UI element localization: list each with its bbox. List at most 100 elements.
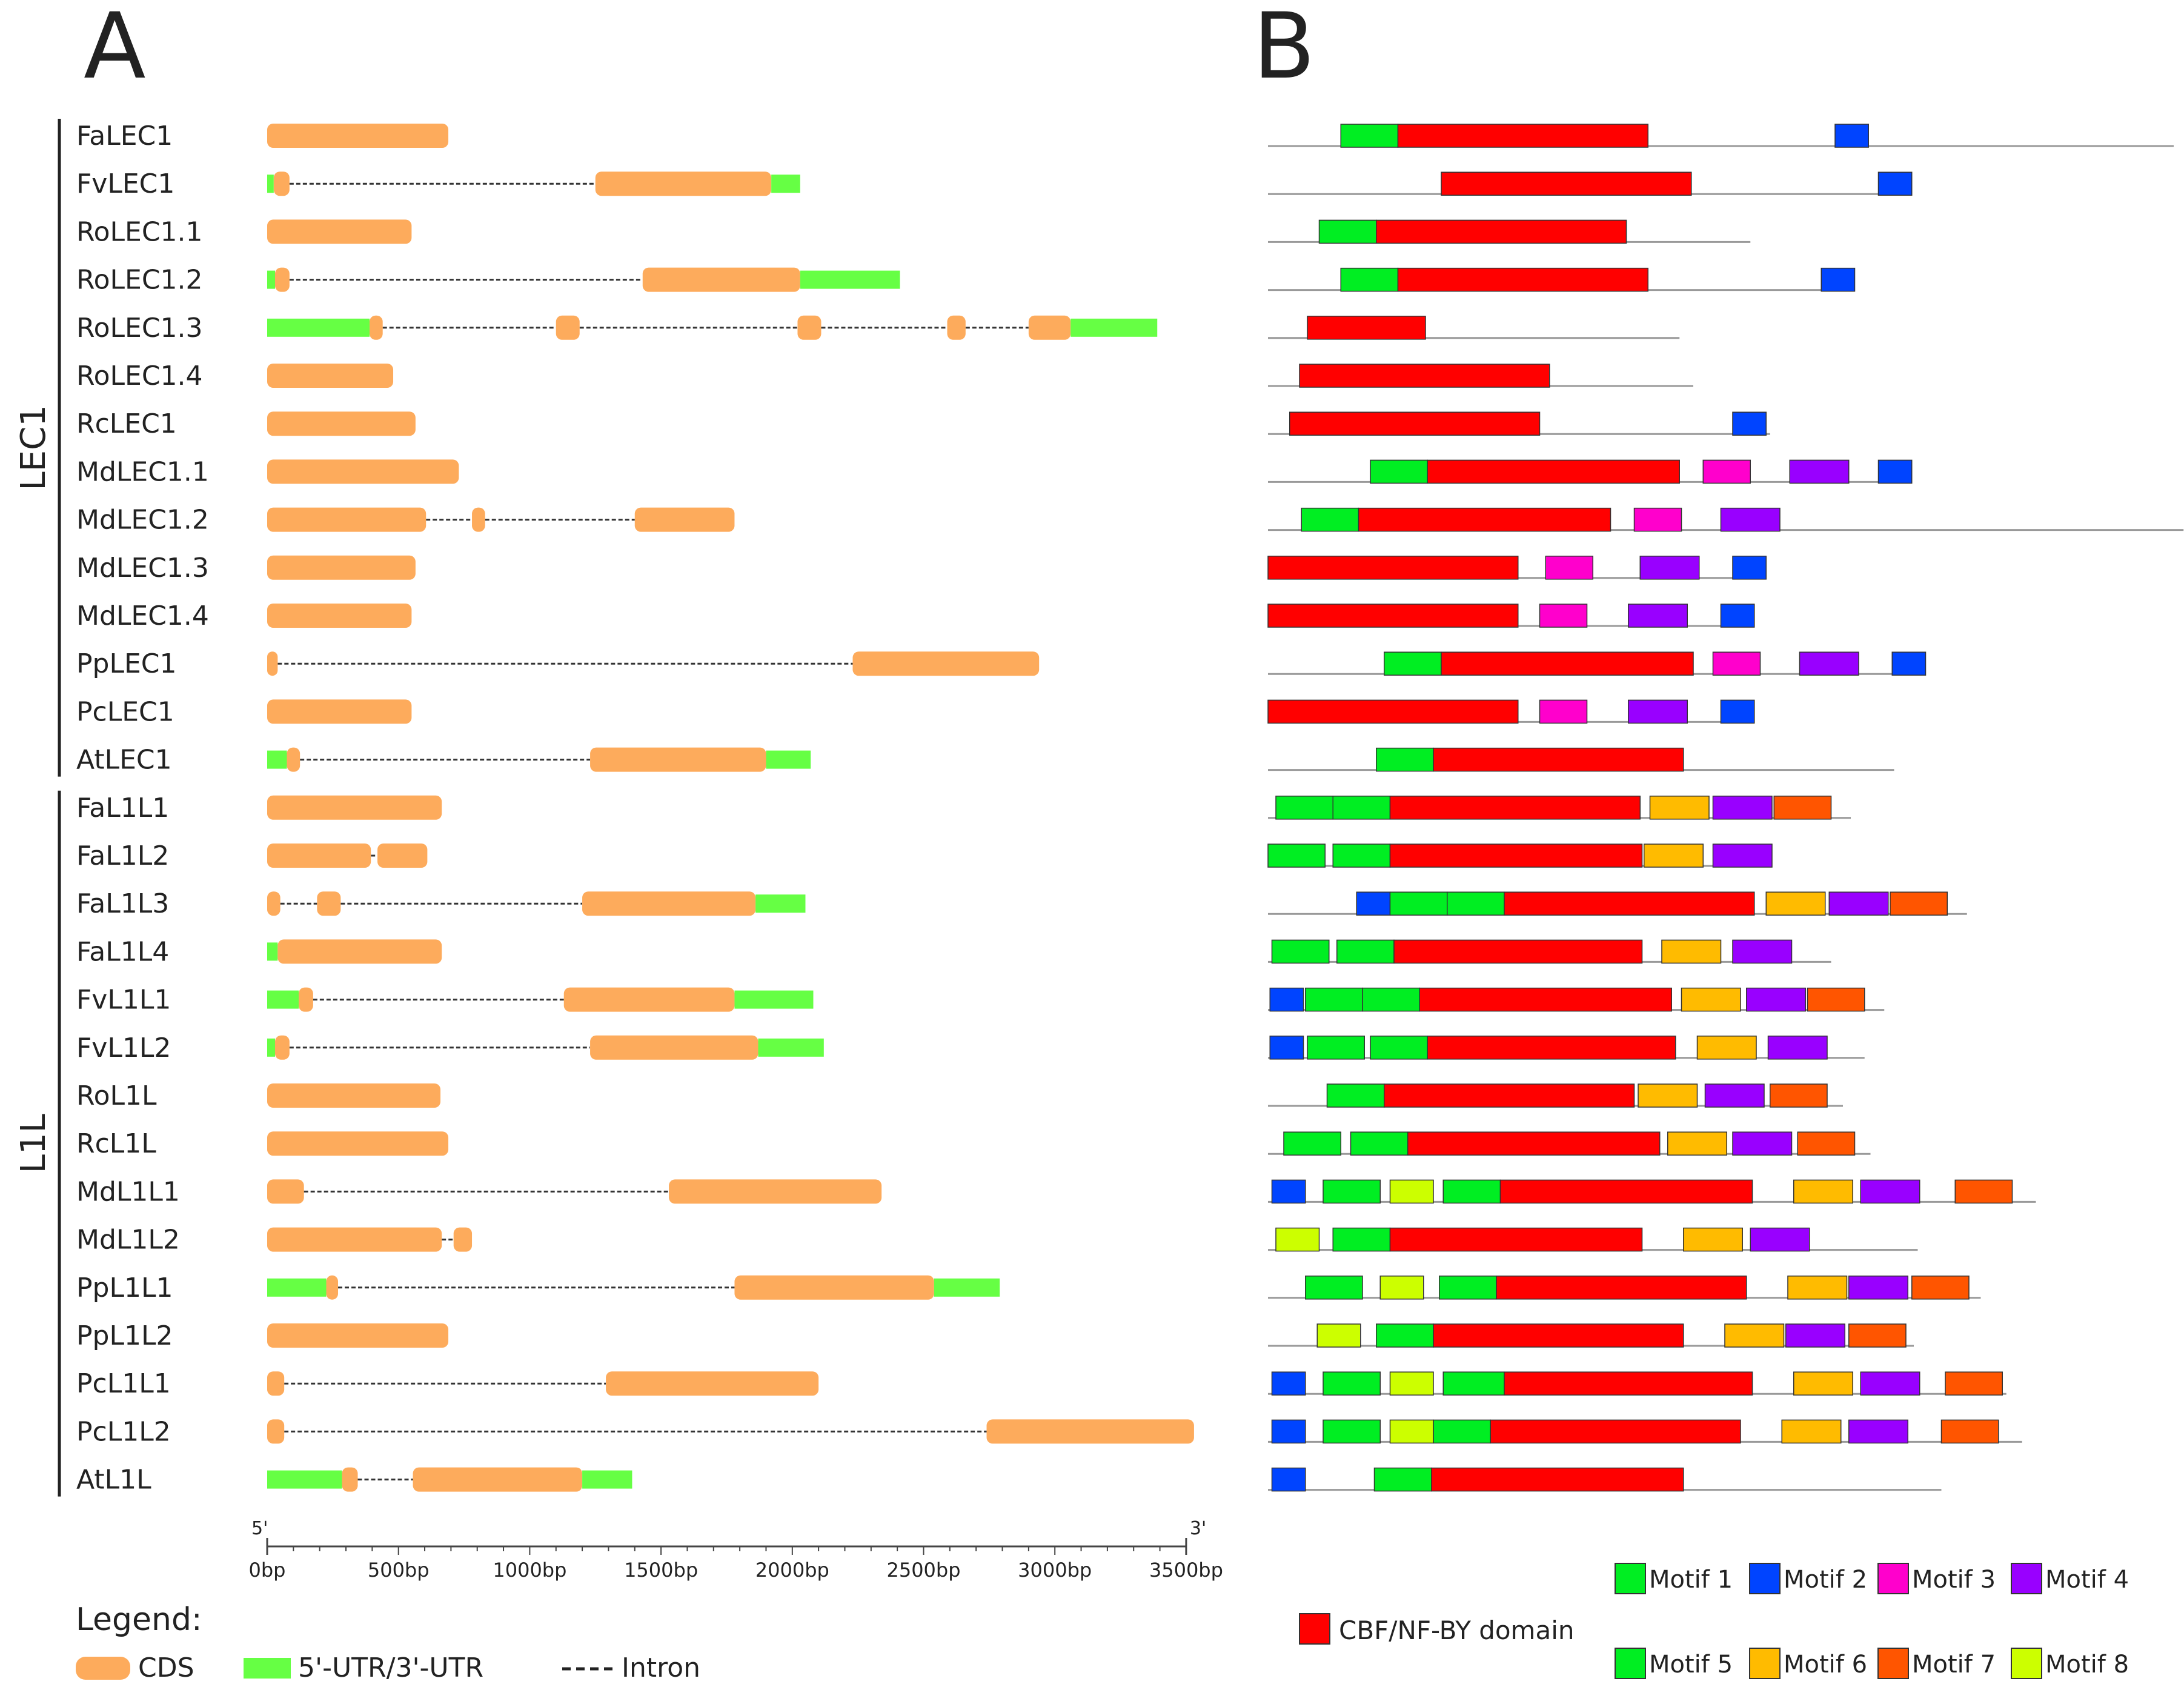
motif3-block — [1539, 699, 1588, 724]
motif8-block — [1379, 1276, 1424, 1300]
gene-track — [267, 267, 900, 292]
motif6-block — [1661, 939, 1722, 964]
cds-segment — [986, 1419, 1194, 1444]
utr-segment — [771, 175, 800, 193]
motif1-block — [1384, 651, 1442, 676]
motif1-block — [1323, 1179, 1381, 1204]
motif6-block — [1765, 891, 1826, 916]
motif1-block — [1267, 844, 1326, 868]
protein-track — [1268, 1419, 2022, 1444]
motif6-block — [1793, 1179, 1853, 1204]
motif6-block — [1683, 1227, 1743, 1252]
legend-domain-swatch — [1299, 1613, 1330, 1645]
gene-track — [267, 507, 735, 532]
cds-segment — [299, 987, 313, 1012]
motif1-block — [1323, 1419, 1381, 1444]
motif6-block — [1638, 1083, 1698, 1108]
gene-track — [267, 555, 416, 580]
cbf-domain-block — [1307, 316, 1426, 340]
protein-track — [1268, 1467, 1942, 1492]
cbf-domain-block — [1427, 1036, 1676, 1060]
legend-domain-label: CBF/NF-BY domain — [1339, 1615, 1575, 1645]
motif2-block — [1269, 987, 1304, 1012]
legend-utr-label: 5'-UTR/3'-UTR — [298, 1652, 483, 1683]
motif2-block — [1271, 1467, 1306, 1492]
axis-tick-label: 2000bp — [755, 1559, 829, 1582]
motif7-block — [1848, 1323, 1907, 1348]
motif1-block — [1318, 219, 1377, 244]
motif2-block — [1732, 556, 1767, 580]
utr-segment — [755, 894, 806, 913]
motif5-block — [1442, 1179, 1501, 1204]
motif2-block — [1877, 459, 1913, 484]
cds-segment — [556, 315, 580, 340]
cbf-domain-block — [1267, 556, 1519, 580]
protein-track — [1267, 844, 1773, 868]
legend-a: Legend: CDS 5'-UTR/3'-UTR Intron — [76, 1602, 700, 1683]
motif7-block — [1770, 1083, 1828, 1108]
cds-segment — [563, 987, 735, 1012]
gene-name: RoLEC1.1 — [76, 216, 203, 247]
gene-name: PcL1L2 — [76, 1416, 171, 1447]
cds-segment — [267, 364, 394, 388]
cds-segment — [275, 267, 290, 292]
gene-track — [267, 939, 442, 964]
legend-motif4-label: Motif 4 — [2045, 1566, 2129, 1594]
motif1-block — [1305, 1276, 1363, 1300]
gene-track — [267, 604, 412, 628]
cbf-domain-block — [1433, 1323, 1684, 1348]
motif3-block — [1702, 459, 1751, 484]
motif8-block — [1389, 1371, 1434, 1396]
cds-segment — [267, 1227, 442, 1252]
cbf-domain-block — [1376, 219, 1627, 244]
utr-segment — [267, 1038, 276, 1057]
motif2-block — [1271, 1371, 1306, 1396]
motif5-block — [1362, 987, 1420, 1012]
motif8-block — [1389, 1419, 1434, 1444]
cds-segment — [275, 1035, 290, 1060]
protein-track — [1268, 796, 1851, 820]
axis-tick-label: 3000bp — [1018, 1559, 1092, 1582]
protein-track — [1267, 699, 1755, 724]
gene-name: FaL1L2 — [76, 840, 169, 871]
legend-cds-swatch — [76, 1657, 130, 1680]
cds-segment — [453, 1227, 473, 1252]
utr-segment — [267, 270, 276, 289]
cbf-domain-block — [1267, 699, 1519, 724]
protein-track — [1268, 219, 1751, 244]
cds-segment — [669, 1179, 882, 1204]
protein-track — [1268, 1276, 1981, 1300]
protein-track — [1268, 1131, 1871, 1156]
gene-track — [267, 795, 442, 820]
legend-motif2-label: Motif 2 — [1784, 1566, 1867, 1594]
axis-tick-label: 1500bp — [624, 1559, 698, 1582]
utr-segment — [934, 1278, 1000, 1297]
cds-segment — [413, 1467, 583, 1492]
gene-track — [267, 1275, 1000, 1300]
legend-utr-swatch — [244, 1658, 291, 1679]
protein-track — [1268, 171, 1913, 196]
cds-segment — [267, 795, 442, 820]
cbf-domain-block — [1431, 1467, 1684, 1492]
legend-b: CBF/NF-BY domain Motif 1 Motif 2 Motif 3 Mo… — [1299, 1563, 2129, 1679]
motif4-block — [1712, 844, 1773, 868]
cds-segment — [582, 891, 756, 916]
cbf-domain-block — [1441, 171, 1692, 196]
motif5-block — [1336, 939, 1395, 964]
cds-segment — [590, 747, 766, 772]
motif6-block — [1724, 1323, 1785, 1348]
panel-b-label: B — [1253, 0, 1315, 99]
gene-track — [267, 1083, 441, 1108]
cds-segment — [590, 1035, 758, 1060]
cbf-domain-block — [1397, 267, 1648, 292]
motif7-block — [1940, 1419, 1999, 1444]
group-label-l1l: L1L — [14, 1114, 53, 1173]
motif7-block — [1807, 987, 1865, 1012]
cbf-domain-block — [1384, 1083, 1635, 1108]
gene-track — [267, 844, 428, 868]
legend-motif7-label: Motif 7 — [1912, 1651, 1996, 1679]
legend-motif3-swatch — [1877, 1563, 1909, 1594]
motif2-block — [1877, 171, 1913, 196]
gene-name: RoLEC1.3 — [76, 313, 203, 344]
motif2-block — [1720, 699, 1755, 724]
